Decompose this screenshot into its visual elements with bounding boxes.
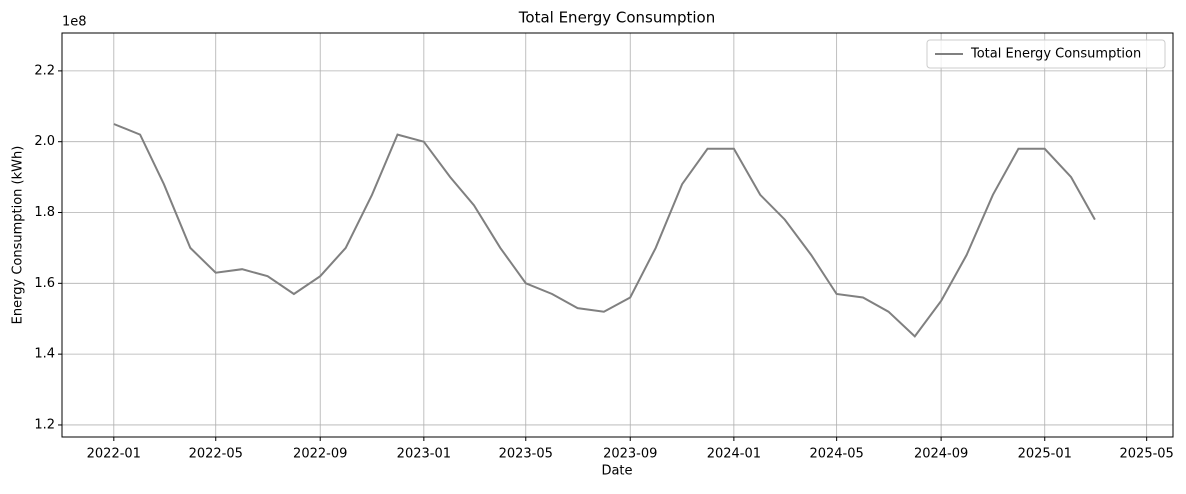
x-tick-label: 2025-01	[1018, 447, 1072, 462]
x-tick-label: 2023-05	[499, 447, 553, 462]
x-tick-label: 2024-01	[707, 447, 761, 462]
x-tick-label: 2025-05	[1120, 447, 1174, 462]
x-tick-label: 2022-09	[293, 447, 347, 462]
x-tick-label: 2024-09	[914, 447, 968, 462]
chart-title: Total Energy Consumption	[518, 9, 715, 27]
y-axis-label: Energy Consumption (kWh)	[11, 146, 26, 325]
legend-label: Total Energy Consumption	[970, 47, 1141, 62]
y-tick-label: 1.4	[34, 347, 55, 362]
y-tick-label: 2.0	[34, 134, 55, 149]
x-tick-label: 2022-01	[87, 447, 141, 462]
x-axis-label: Date	[601, 464, 632, 479]
x-tick-label: 2024-05	[809, 447, 863, 462]
y-offset-label: 1e8	[62, 15, 87, 30]
y-tick-label: 1.8	[34, 205, 55, 220]
x-tick-label: 2023-09	[603, 447, 657, 462]
x-tick-label: 2022-05	[189, 447, 243, 462]
y-tick-label: 1.6	[34, 276, 55, 291]
legend-box	[926, 39, 1166, 69]
y-tick-label: 2.2	[34, 63, 55, 78]
data-line	[113, 123, 1096, 338]
x-tick-label: 2023-01	[397, 447, 451, 462]
plot-frame	[61, 32, 1174, 438]
y-tick-label: 1.2	[34, 417, 55, 432]
